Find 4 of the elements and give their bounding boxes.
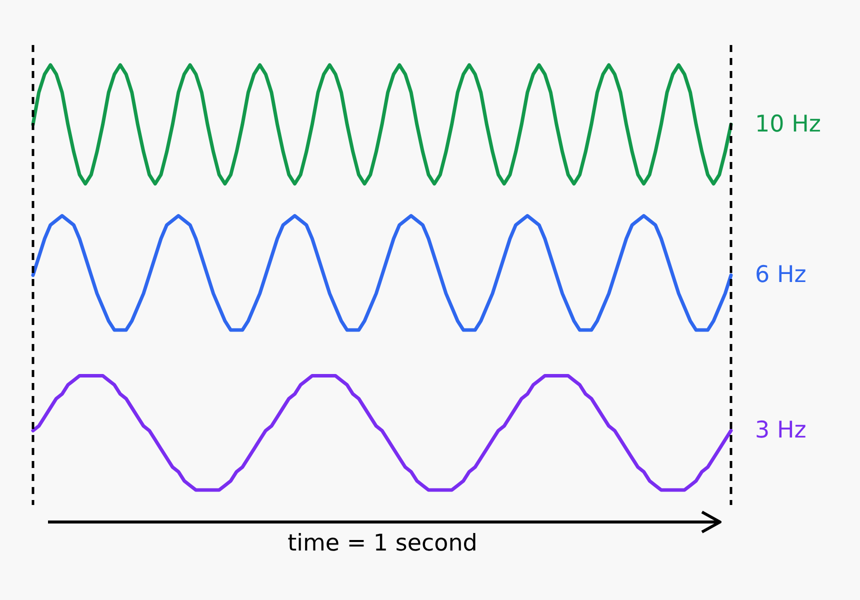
series-label: 10 Hz (755, 111, 821, 138)
x-axis-title: time = 1 second (288, 530, 478, 556)
series-label: 6 Hz (755, 262, 806, 288)
series-label: 3 Hz (755, 418, 806, 444)
